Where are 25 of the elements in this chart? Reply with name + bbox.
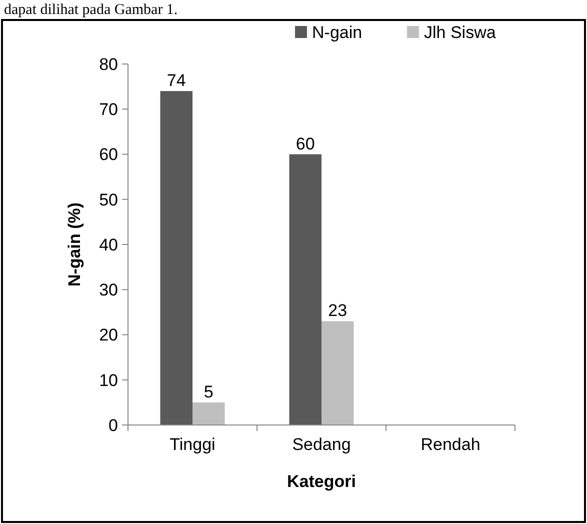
y-tick-label: 40: [99, 235, 118, 254]
bar: [322, 321, 354, 425]
y-tick-label: 0: [108, 416, 118, 435]
text: dapat dilihat pada Gambar 1.: [4, 2, 178, 18]
data-label: 74: [166, 71, 186, 90]
y-tick-label: 60: [99, 145, 118, 164]
bar: [289, 154, 322, 425]
data-label: 23: [328, 301, 348, 320]
y-tick-label: 10: [99, 370, 118, 390]
legend-label: Jlh Siswa: [424, 22, 496, 42]
y-tick-label: 70: [99, 100, 118, 120]
data-label: 5: [204, 382, 214, 402]
y-tick-label: 20: [99, 326, 118, 345]
y-tick-label: 30: [99, 280, 118, 300]
x-tick-label: Rendah: [420, 435, 480, 454]
y-tick-label: 50: [99, 190, 118, 210]
data-label: 60: [296, 134, 315, 154]
x-tick-label: Tinggi: [170, 435, 216, 454]
y-tick-label: 80: [99, 54, 118, 74]
x-axis-title: Kategori: [287, 472, 356, 491]
x-tick-label: Sedang: [292, 435, 351, 454]
bar: [160, 91, 192, 425]
legend-label: N-gain: [312, 22, 362, 42]
y-axis-title: N-gain (%): [65, 202, 84, 287]
bar: [192, 402, 225, 425]
